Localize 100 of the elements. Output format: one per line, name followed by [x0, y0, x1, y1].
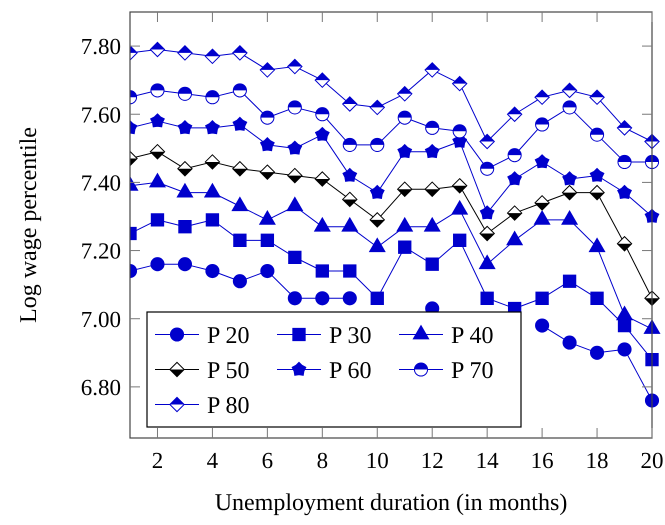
- point: [644, 154, 660, 169]
- point: [342, 96, 358, 112]
- point: [617, 342, 632, 356]
- point: [177, 161, 193, 176]
- point: [314, 72, 330, 88]
- point: [480, 226, 495, 242]
- x-tick-label: 20: [640, 448, 664, 473]
- y-tick-label: 6.80: [80, 374, 121, 400]
- point: [342, 192, 358, 208]
- point: [480, 292, 494, 305]
- point: [397, 182, 412, 197]
- point: [424, 62, 440, 78]
- point: [260, 62, 276, 78]
- point: [316, 264, 329, 278]
- point: [204, 154, 220, 170]
- point: [315, 127, 330, 141]
- point: [534, 195, 550, 210]
- point: [617, 154, 632, 169]
- point: [590, 292, 604, 305]
- point: [589, 90, 605, 105]
- point: [506, 106, 522, 122]
- point: [424, 144, 440, 158]
- point: [397, 144, 412, 158]
- point: [480, 134, 495, 150]
- point: [535, 318, 550, 333]
- point: [480, 162, 494, 176]
- y-tick-label: 7.00: [80, 306, 121, 332]
- point: [288, 291, 302, 306]
- x-tick-label: 6: [262, 448, 274, 473]
- x-tick-label: 8: [316, 448, 328, 473]
- point: [288, 250, 302, 264]
- point: [150, 83, 165, 98]
- point: [617, 184, 632, 199]
- legend-label: P 40: [451, 322, 494, 349]
- point: [480, 205, 494, 220]
- point: [398, 240, 412, 254]
- point: [508, 148, 522, 162]
- point: [644, 393, 660, 408]
- x-tick-label: 10: [366, 448, 389, 473]
- legend-label: P 80: [207, 392, 250, 419]
- y-tick-label: 7.80: [80, 34, 121, 60]
- point: [616, 120, 632, 136]
- point: [232, 45, 248, 61]
- point: [288, 140, 302, 155]
- point: [150, 213, 164, 227]
- point: [562, 82, 578, 98]
- point: [315, 107, 330, 122]
- point: [260, 234, 274, 248]
- point: [534, 154, 550, 168]
- point: [342, 291, 357, 306]
- point: [590, 346, 604, 360]
- point: [204, 48, 220, 64]
- y-axis-title: Log wage percentile: [16, 127, 42, 323]
- point: [562, 100, 577, 114]
- point: [562, 274, 576, 288]
- point: [398, 110, 412, 125]
- point: [150, 42, 166, 58]
- point: [590, 128, 604, 142]
- x-tick-label: 14: [476, 448, 500, 473]
- point: [206, 213, 220, 227]
- point: [535, 117, 550, 132]
- point: [205, 120, 220, 134]
- point: [205, 264, 220, 278]
- point: [397, 86, 412, 102]
- legend-label: P 20: [207, 322, 250, 349]
- point: [178, 86, 192, 101]
- point: [453, 234, 466, 248]
- point: [232, 116, 248, 131]
- point: [314, 171, 330, 187]
- point: [452, 178, 468, 194]
- point: [452, 76, 468, 92]
- point: [315, 291, 330, 306]
- point: [426, 258, 439, 271]
- x-tick-label: 12: [420, 448, 444, 473]
- point: [535, 292, 549, 305]
- point: [370, 292, 384, 305]
- point: [342, 138, 357, 152]
- point: [644, 208, 660, 223]
- x-tick-label: 2: [152, 448, 164, 473]
- point: [370, 100, 385, 116]
- point: [589, 184, 605, 200]
- point: [178, 257, 192, 272]
- point: [260, 164, 276, 180]
- x-tick-label: 16: [530, 448, 554, 473]
- point: [506, 205, 522, 221]
- point: [287, 58, 302, 74]
- point: [232, 83, 247, 98]
- point: [343, 264, 356, 278]
- point: [150, 113, 165, 128]
- legend-label: P 50: [207, 358, 250, 384]
- point: [562, 184, 578, 200]
- point: [260, 264, 274, 278]
- y-tick-label: 7.40: [80, 170, 121, 196]
- point: [644, 134, 660, 150]
- point: [260, 137, 275, 152]
- point: [287, 168, 302, 184]
- x-axis-title: Unemployment duration (in months): [214, 490, 568, 516]
- point: [644, 290, 660, 306]
- point: [260, 110, 274, 125]
- point: [534, 90, 550, 105]
